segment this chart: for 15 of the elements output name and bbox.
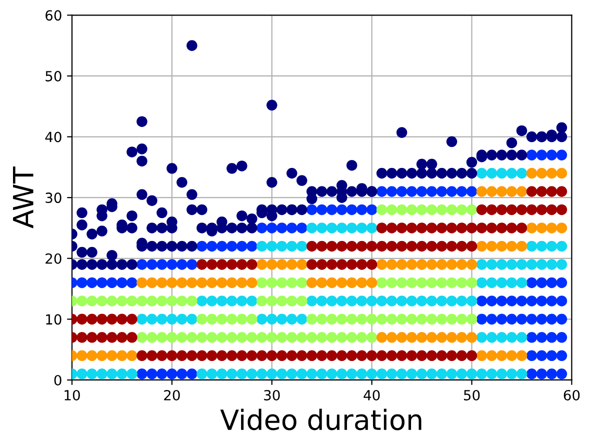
y-tick-label: 0: [54, 374, 62, 386]
y-tick-label: 50: [46, 70, 62, 82]
x-tick-label: 20: [164, 390, 180, 400]
x-tick-label: 30: [264, 390, 280, 400]
x-tick-label: 50: [464, 390, 480, 400]
y-tick-label: 40: [45, 132, 62, 142]
x-axis-title: Video duration: [220, 408, 422, 430]
x-tick-label: 60: [564, 390, 580, 400]
y-tick-label: 30: [46, 192, 62, 204]
y-tick-label: 20: [46, 253, 62, 264]
y-tick-label: 10: [46, 314, 62, 325]
x-tick-label: 10: [64, 390, 80, 400]
y-axis-title: AWT: [13, 166, 34, 228]
x-tick-label: 40: [364, 390, 380, 400]
y-tick-label: 60: [46, 10, 62, 21]
